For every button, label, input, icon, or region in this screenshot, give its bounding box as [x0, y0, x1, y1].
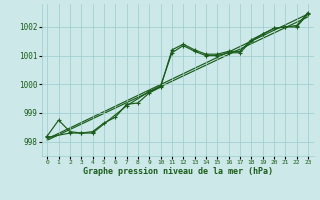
X-axis label: Graphe pression niveau de la mer (hPa): Graphe pression niveau de la mer (hPa) — [83, 167, 273, 176]
